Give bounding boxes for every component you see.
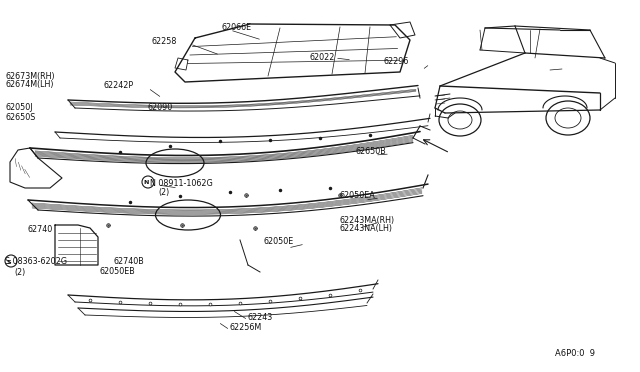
Text: 62243MA(RH): 62243MA(RH) — [340, 215, 395, 224]
Text: 62296: 62296 — [383, 58, 408, 67]
Text: 62673M(RH): 62673M(RH) — [5, 71, 54, 80]
Text: 62050E: 62050E — [264, 237, 294, 247]
Text: (2): (2) — [14, 267, 25, 276]
Text: 62650S: 62650S — [5, 112, 35, 122]
Text: 62740B: 62740B — [114, 257, 145, 266]
Text: 62650B: 62650B — [355, 148, 386, 157]
Text: 62022: 62022 — [310, 54, 335, 62]
Text: 62256M: 62256M — [230, 324, 262, 333]
Text: 62050J: 62050J — [5, 103, 33, 112]
Text: 62740: 62740 — [28, 225, 53, 234]
Text: N 08911-1062G: N 08911-1062G — [150, 179, 212, 187]
Text: 62050EA: 62050EA — [340, 192, 376, 201]
Text: 62258: 62258 — [152, 38, 177, 46]
Text: 62674M(LH): 62674M(LH) — [5, 80, 54, 90]
Text: 62090: 62090 — [148, 103, 173, 112]
Text: A6P0:0  9: A6P0:0 9 — [555, 349, 595, 358]
Text: 62050EB: 62050EB — [100, 266, 136, 276]
Text: 62243: 62243 — [248, 314, 273, 323]
Text: S: S — [6, 260, 12, 264]
Text: S 08363-6202G: S 08363-6202G — [5, 257, 67, 266]
Text: 62243NA(LH): 62243NA(LH) — [340, 224, 393, 234]
Text: (2): (2) — [158, 189, 169, 198]
Text: 62242P: 62242P — [104, 80, 134, 90]
Text: N: N — [143, 180, 148, 186]
Text: 62066E: 62066E — [222, 23, 252, 32]
